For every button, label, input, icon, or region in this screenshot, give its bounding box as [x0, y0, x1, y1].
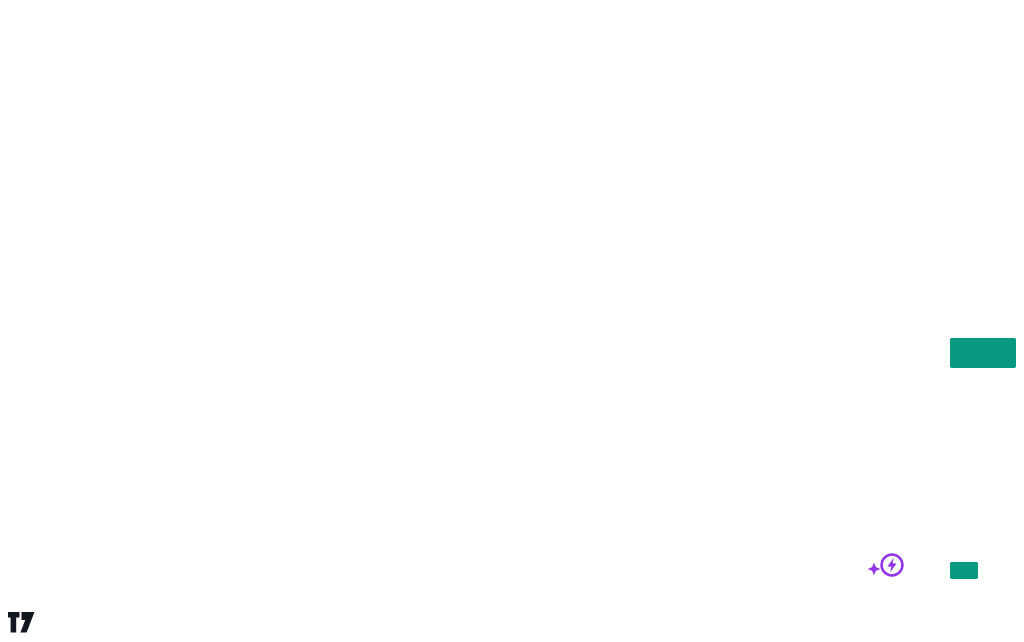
volume-badge	[950, 562, 978, 579]
flash-icon	[867, 553, 904, 577]
tradingview-logo[interactable]	[8, 612, 42, 633]
lightning-bolt-icon	[887, 557, 897, 573]
last-price-badge	[950, 338, 1016, 368]
tradingview-logo-mark	[8, 612, 35, 633]
sparkle-icon	[867, 562, 881, 576]
